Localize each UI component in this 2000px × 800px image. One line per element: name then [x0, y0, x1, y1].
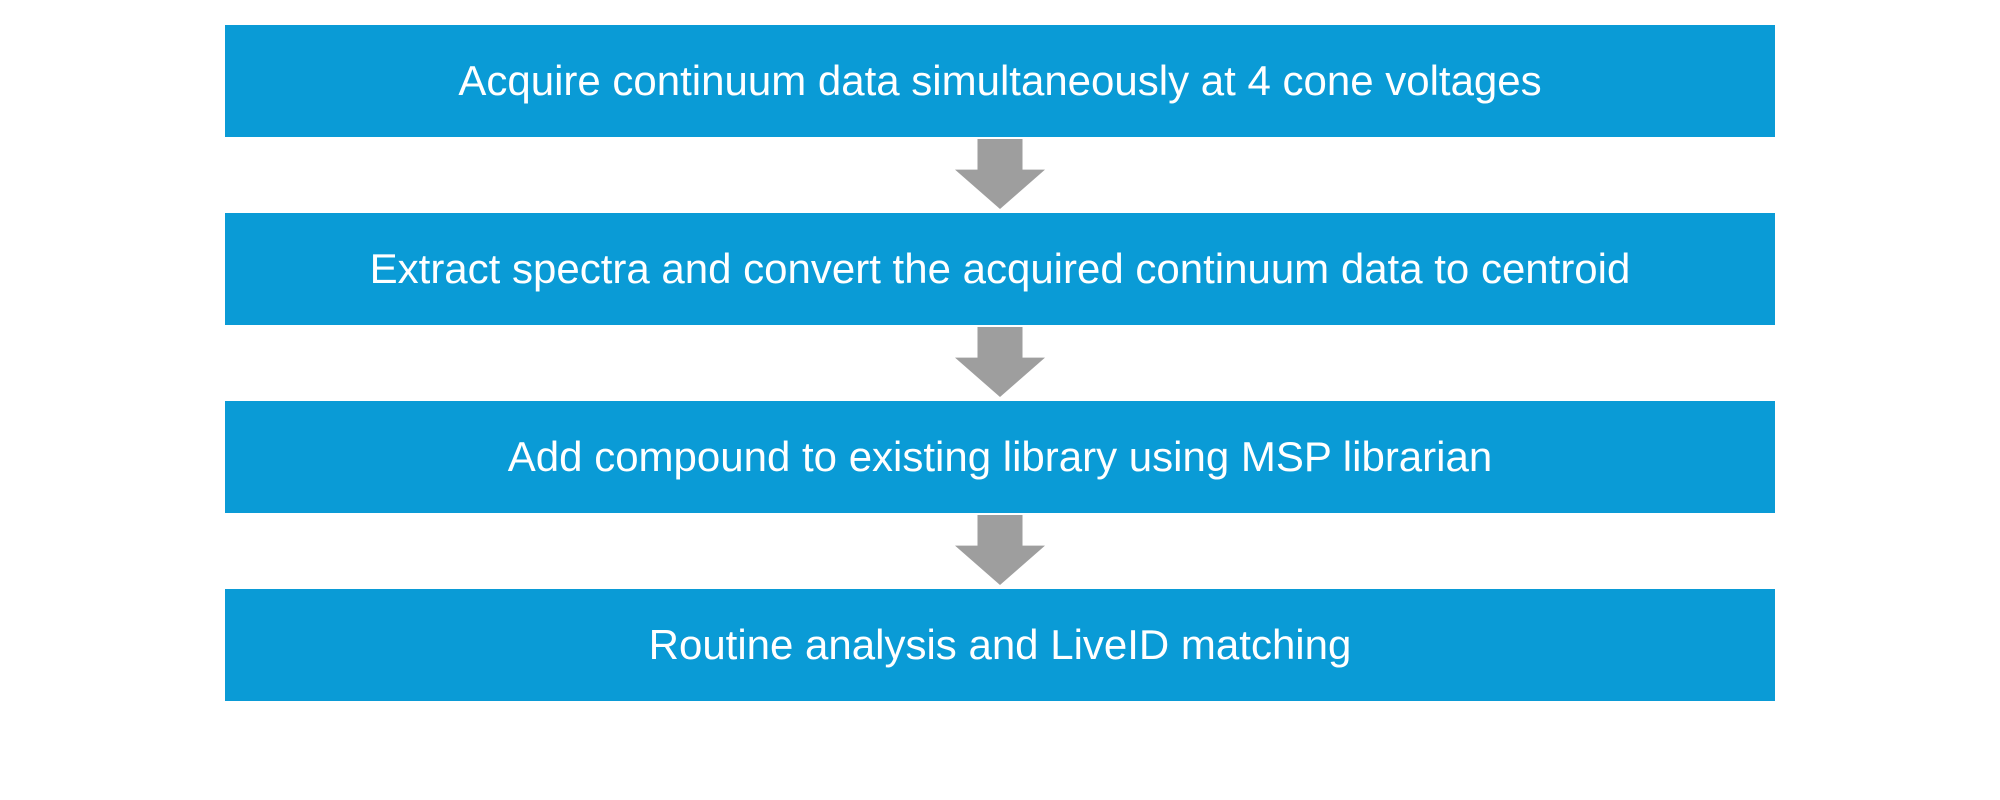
flow-step-1-label: Acquire continuum data simultaneously at…	[458, 57, 1541, 105]
arrow-down-icon	[955, 139, 1045, 209]
flow-step-4-label: Routine analysis and LiveID matching	[649, 621, 1352, 669]
arrow-down-icon	[955, 327, 1045, 397]
flow-step-3-label: Add compound to existing library using M…	[508, 433, 1492, 481]
flow-step-2-label: Extract spectra and convert the acquired…	[370, 245, 1631, 293]
arrow-down-icon	[955, 515, 1045, 585]
flow-step-2: Extract spectra and convert the acquired…	[225, 213, 1775, 325]
flow-step-1: Acquire continuum data simultaneously at…	[225, 25, 1775, 137]
flow-step-3: Add compound to existing library using M…	[225, 401, 1775, 513]
flow-step-4: Routine analysis and LiveID matching	[225, 589, 1775, 701]
